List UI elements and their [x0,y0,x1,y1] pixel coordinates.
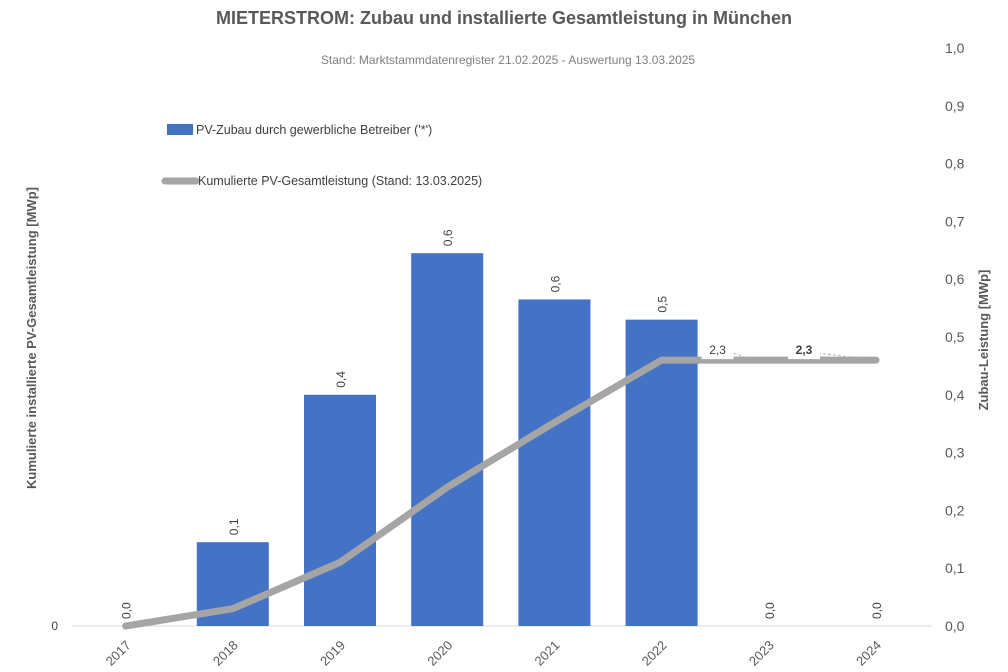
bar [625,319,698,626]
data-label-box [701,340,734,360]
x-axis-ticks: 2017 2018 2019 2020 2021 2022 2023 2024 [103,638,884,669]
series-line [122,356,880,630]
chart-subtitle: Stand: Marktstammdatenregister 21.02.202… [321,53,696,67]
bar-value-label: 0,6 [441,229,455,246]
left-tick-label: 0 [51,619,58,633]
right-tick-label: 0,2 [945,502,965,518]
right-tick-label: 1,0 [945,40,965,56]
x-tick-label: 2023 [746,638,777,669]
bar [411,253,484,626]
x-tick-label: 2020 [424,638,455,669]
bars: 0,0 0,1 0,4 0,6 0,6 0,5 0,0 0,0 [120,229,884,626]
bar-value-label: 0,0 [120,602,134,619]
right-tick-label: 0,4 [945,387,965,403]
right-tick-label: 0,5 [945,329,965,345]
line-value-label: 2,3 [709,343,726,357]
bar [518,299,591,626]
bar [304,394,376,626]
x-tick-label: 2024 [853,638,884,669]
bar-value-label: 0,6 [548,275,562,292]
legend-bar-swatch [167,124,193,135]
right-tick-label: 0,9 [945,98,965,114]
line-value-label: 2,3 [796,343,813,357]
bar-value-label: 0,4 [334,371,348,388]
right-tick-label: 0,3 [945,445,965,461]
right-tick-label: 0,7 [945,213,965,229]
right-tick-label: 0,6 [945,271,965,287]
right-axis-ticks: 0,0 0,1 0,2 0,3 0,4 0,5 0,6 0,7 0,8 0,9 1,0 [945,40,965,634]
bar-value-label: 0,0 [763,602,777,619]
right-axis-title: Zubau-Leistung [MWp] [976,270,991,411]
x-tick-label: 2019 [317,638,348,669]
data-label-box [788,340,820,360]
right-tick-label: 0,1 [945,560,965,576]
x-tick-label: 2017 [103,638,134,669]
cumulative-line: 2,3 2,3 [122,340,880,630]
left-axis-title: Kumulierte installierte PV-Gesamtleistun… [24,187,39,489]
right-tick-label: 0,0 [945,618,965,634]
x-tick-label: 2018 [210,638,241,669]
legend-bar-label: PV-Zubau durch gewerbliche Betreiber ('*… [196,123,432,137]
bar-value-label: 0,0 [870,602,884,619]
bar-value-label: 0,5 [656,296,670,313]
x-tick-label: 2022 [639,638,670,669]
chart-title: MIETERSTROM: Zubau und installierte Gesa… [216,8,792,28]
data-label-leader [733,352,758,363]
bar-value-label: 0,1 [227,518,241,535]
legend-line-label: Kumulierte PV-Gesamtleistung (Stand: 13.… [198,174,482,188]
x-tick-label: 2021 [531,638,562,669]
right-tick-label: 0,8 [945,156,965,172]
left-axis-ticks: 0 [51,619,58,633]
legend: PV-Zubau durch gewerbliche Betreiber ('*… [161,123,482,188]
